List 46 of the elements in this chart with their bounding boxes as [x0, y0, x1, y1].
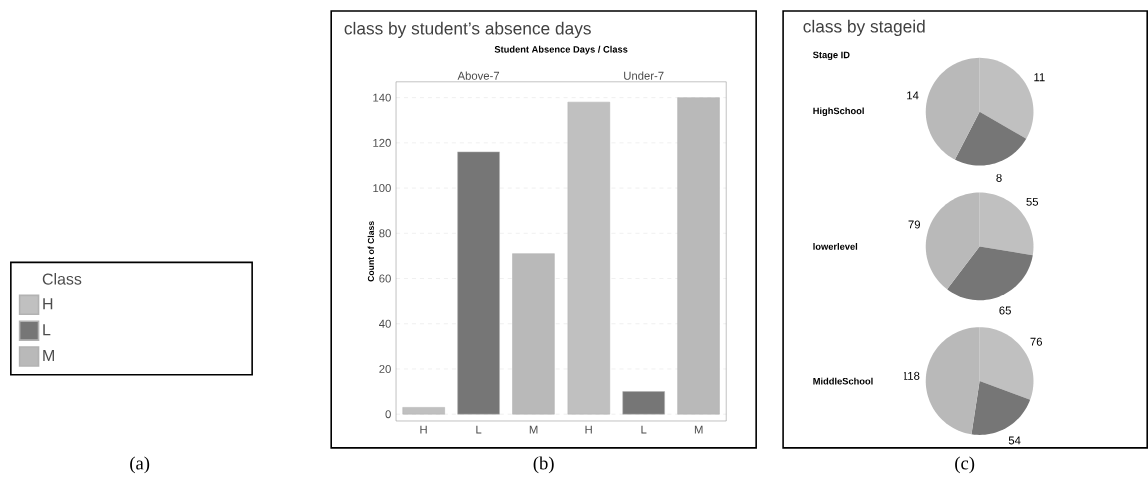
bar [457, 151, 500, 415]
data-label: 65 [999, 306, 1011, 315]
legend-label: L [43, 324, 51, 336]
text: M [694, 425, 703, 434]
x-tick-label: Under-7 [624, 71, 664, 80]
y-tick-label: 140 [373, 93, 391, 102]
text: class by stageid [803, 19, 925, 37]
y-axis-title: Count of Class [367, 221, 374, 282]
y-tick-label: 0 [385, 410, 391, 419]
text: (c) [955, 456, 975, 474]
chart-title: class by student’s absence days [344, 21, 591, 39]
data-label: 14 [907, 91, 919, 100]
text: MiddleSchool [813, 377, 873, 385]
y-tick-label: 60 [379, 274, 391, 283]
text: H [420, 425, 427, 434]
text: M [529, 425, 538, 434]
x-axis-title: Student Absence Days / Class [494, 45, 628, 55]
data-label: 8 [996, 173, 1002, 182]
text: L [641, 425, 647, 434]
bar [622, 391, 665, 415]
text: HighSchool [813, 107, 864, 117]
bar [567, 101, 611, 415]
y-tick-label: 100 [373, 184, 391, 193]
legend-label: H [43, 298, 53, 310]
legend-title: Class [42, 273, 82, 285]
data-label: 76 [1030, 337, 1043, 346]
bar [677, 97, 720, 415]
data-label: 55 [1026, 197, 1039, 206]
x-tick-label: Above-7 [457, 71, 500, 80]
text: (b) [533, 456, 554, 474]
text: (a) [130, 456, 150, 474]
data-label: 79 [908, 220, 920, 229]
text: Stage ID [813, 51, 850, 61]
text: L [476, 425, 482, 434]
data-label: 54 [1008, 436, 1021, 445]
bar [512, 253, 555, 415]
bar [402, 407, 445, 415]
legend-label: M [43, 350, 54, 362]
text: H [585, 425, 592, 434]
y-tick-label: 80 [379, 229, 391, 238]
data-label: 118 [902, 371, 920, 380]
data-label: 11 [1034, 73, 1045, 82]
text: lowerlevel [813, 243, 858, 250]
y-tick-label: 20 [379, 365, 391, 374]
y-tick-label: 120 [373, 138, 391, 147]
y-tick-label: 40 [379, 319, 391, 328]
